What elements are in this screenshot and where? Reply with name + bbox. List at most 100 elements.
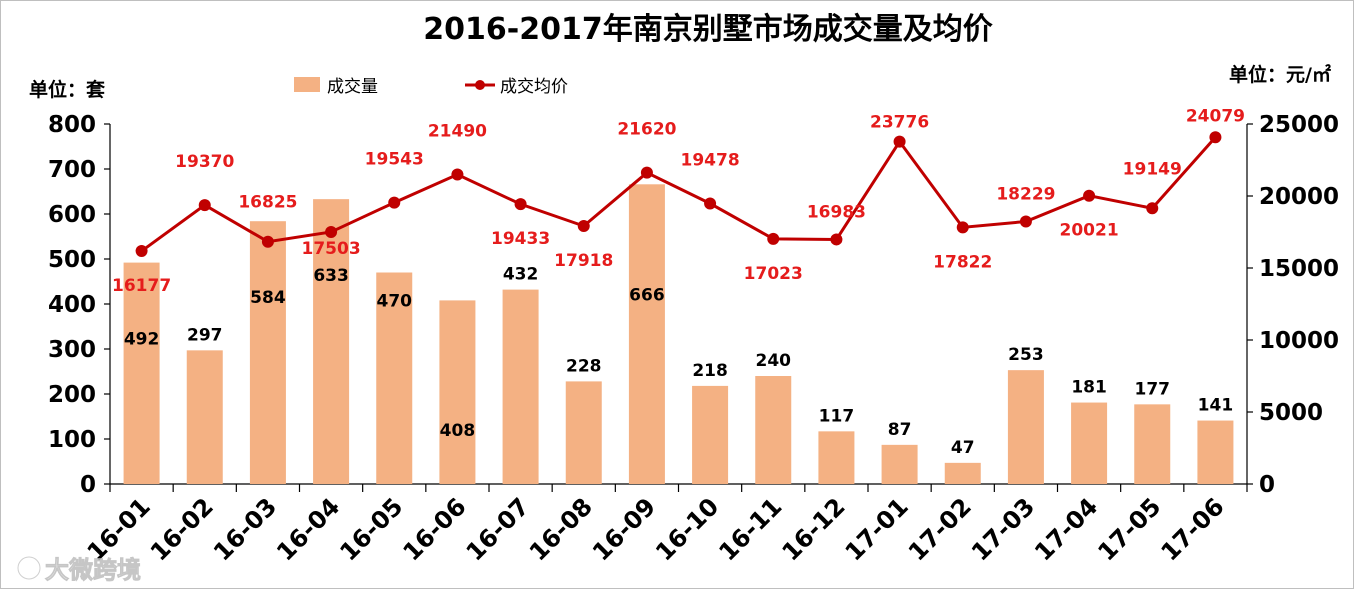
bar-value-label: 408 <box>440 421 476 441</box>
price-marker <box>1146 202 1159 215</box>
right-tick-label: 25000 <box>1259 112 1339 138</box>
bar-value-label: 47 <box>951 438 975 458</box>
bar <box>502 289 539 484</box>
left-tick-label: 700 <box>48 157 96 183</box>
x-tick-label: 16-11 <box>713 492 787 566</box>
price-value-label: 16983 <box>807 202 866 222</box>
price-marker <box>198 199 211 212</box>
price-marker <box>640 166 653 179</box>
bar <box>628 184 665 485</box>
price-value-label: 18229 <box>996 185 1055 205</box>
right-tick-label: 15000 <box>1259 256 1339 282</box>
bar-value-label: 117 <box>819 406 855 426</box>
right-tick-label: 5000 <box>1259 400 1323 426</box>
left-tick-label: 0 <box>80 472 96 498</box>
bar <box>692 385 729 484</box>
x-tick-label: 16-07 <box>461 492 535 566</box>
bar-value-label: 297 <box>187 325 223 345</box>
price-value-label: 21620 <box>617 120 676 140</box>
left-tick-label: 600 <box>48 202 96 228</box>
price-value-label: 24079 <box>1186 106 1245 126</box>
price-value-label: 19543 <box>365 150 424 170</box>
bar-value-label: 181 <box>1071 378 1107 398</box>
price-value-label: 17023 <box>744 264 803 284</box>
bar <box>944 462 981 484</box>
price-marker <box>325 225 338 238</box>
legend-bar-label: 成交量 <box>327 77 378 97</box>
bar-value-label: 240 <box>756 351 792 371</box>
x-tick-label: 16-04 <box>271 492 345 566</box>
bar <box>186 350 223 484</box>
x-tick-label: 16-12 <box>777 492 851 566</box>
price-marker <box>830 233 843 246</box>
price-value-label: 19149 <box>1123 159 1182 179</box>
chart-title: 2016-2017年南京别墅市场成交量及均价 <box>423 12 992 47</box>
watermark: 大微跨境 <box>13 551 183 585</box>
price-value-label: 23776 <box>870 113 929 133</box>
watermark-logo: 大微跨境 <box>16 555 141 584</box>
price-value-label: 17918 <box>554 251 613 271</box>
bar-value-label: 141 <box>1198 396 1234 416</box>
price-marker <box>767 232 780 245</box>
x-tick-label: 16-09 <box>587 492 661 566</box>
left-tick-label: 300 <box>48 337 96 363</box>
bar-value-label: 584 <box>250 288 286 308</box>
left-tick-label: 100 <box>48 427 96 453</box>
bar <box>881 444 918 484</box>
price-value-label: 17822 <box>933 252 992 272</box>
bar-value-label: 177 <box>1135 379 1171 399</box>
bar <box>439 300 476 484</box>
bar-value-label: 633 <box>313 266 349 286</box>
x-tick-label: 16-08 <box>524 492 598 566</box>
right-axis-unit: 单位：元/㎡ <box>1229 63 1331 86</box>
price-value-label: 21490 <box>428 122 487 142</box>
price-value-label: 19433 <box>491 229 550 249</box>
price-value-label: 19478 <box>681 151 740 171</box>
bar <box>376 272 413 484</box>
price-marker <box>135 245 148 258</box>
x-tick-label: 17-04 <box>1029 492 1103 566</box>
price-marker <box>1083 189 1096 202</box>
bar <box>818 431 855 484</box>
x-tick-label: 17-01 <box>840 492 914 566</box>
price-marker <box>577 219 590 232</box>
legend-line-marker <box>475 80 485 90</box>
bar <box>313 199 350 484</box>
price-marker <box>261 235 274 248</box>
x-tick-label: 17-02 <box>903 492 977 566</box>
x-tick-label: 17-03 <box>966 492 1040 566</box>
price-value-label: 16177 <box>112 276 171 296</box>
price-marker <box>388 196 401 209</box>
bar-value-label: 432 <box>503 265 539 285</box>
left-tick-label: 400 <box>48 292 96 318</box>
bar <box>1197 420 1234 484</box>
left-tick-label: 500 <box>48 247 96 273</box>
legend-line-label: 成交均价 <box>500 77 568 97</box>
price-value-label: 20021 <box>1060 221 1119 241</box>
right-tick-label: 0 <box>1259 472 1275 498</box>
price-value-label: 17503 <box>302 239 361 259</box>
bar <box>1007 370 1044 484</box>
svg-text:大微跨境: 大微跨境 <box>45 556 141 584</box>
bar-value-label: 470 <box>377 292 413 312</box>
price-marker <box>704 197 717 210</box>
legend: 成交量 成交均价 <box>294 77 568 97</box>
x-tick-label: 17-06 <box>1156 492 1230 566</box>
right-tick-label: 20000 <box>1259 184 1339 210</box>
bar <box>1071 402 1108 484</box>
price-marker <box>451 168 464 181</box>
bar <box>565 381 602 484</box>
bar-value-label: 218 <box>692 361 728 381</box>
right-tick-label: 10000 <box>1259 328 1339 354</box>
x-tick-label: 16-03 <box>208 492 282 566</box>
bar-value-label: 253 <box>1008 345 1044 365</box>
bar-value-label: 228 <box>566 356 602 376</box>
bar <box>249 221 286 484</box>
bar-value-label: 492 <box>124 330 160 350</box>
x-tick-label: 16-10 <box>650 492 724 566</box>
left-tick-label: 200 <box>48 382 96 408</box>
price-value-label: 19370 <box>175 152 234 172</box>
bar <box>123 262 160 484</box>
